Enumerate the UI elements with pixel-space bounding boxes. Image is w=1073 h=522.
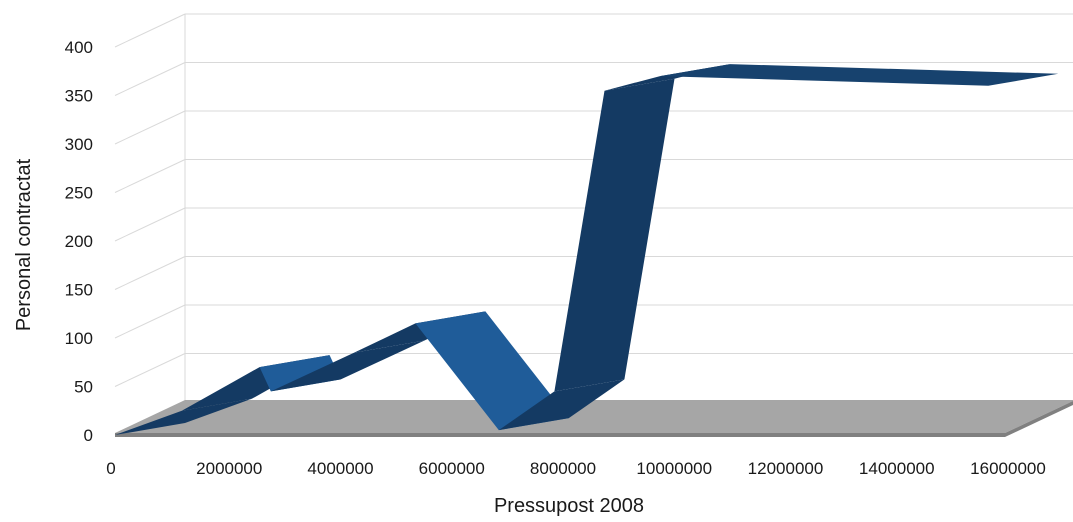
floor-front-edge (115, 433, 1005, 437)
y-axis-ticks: 0 50 100 150 200 250 300 350 400 (65, 38, 93, 445)
side-gridline (114, 110, 186, 145)
y-tick-label: 150 (65, 281, 93, 300)
side-gridline (114, 62, 186, 96)
y-tick-label: 50 (74, 378, 93, 397)
y-tick-label: 200 (65, 232, 93, 251)
ribbon-segment (115, 398, 252, 435)
y-axis-title: Personal contractat (13, 158, 35, 331)
x-axis-ticks: 0 2000000 4000000 6000000 8000000 10000000 120… (106, 459, 1046, 478)
side-gridline (114, 304, 186, 339)
ribbon-segment (498, 379, 625, 431)
x-tick-label: 4000000 (307, 459, 373, 478)
chart-floor (115, 400, 1073, 437)
ribbon-segment (415, 311, 569, 431)
x-axis-title: Pressupost 2008 (494, 495, 644, 517)
x-tick-label: 0 (106, 459, 115, 478)
y-tick-label: 400 (65, 38, 93, 57)
x-tick-label: 10000000 (636, 459, 712, 478)
data-ribbon (115, 64, 1059, 435)
y-tick-label: 0 (84, 426, 93, 445)
y-tick-label: 350 (65, 87, 93, 106)
ribbon-segment (270, 340, 425, 392)
floor-top (115, 400, 1073, 433)
x-tick-label: 2000000 (196, 459, 262, 478)
y-tick-label: 100 (65, 329, 93, 348)
side-gridline (114, 13, 186, 48)
floor-side-edge (1005, 400, 1073, 437)
side-gridline (114, 353, 186, 387)
side-gridline (114, 256, 186, 290)
ribbon-segment (660, 64, 1059, 86)
side-gridline (114, 159, 186, 193)
y-tick-label: 300 (65, 135, 93, 154)
ribbon-segment (554, 78, 675, 392)
x-tick-label: 16000000 (970, 459, 1046, 478)
x-tick-label: 14000000 (859, 459, 935, 478)
y-tick-label: 250 (65, 184, 93, 203)
side-gridline (114, 207, 186, 242)
x-tick-label: 12000000 (748, 459, 824, 478)
x-tick-label: 6000000 (419, 459, 485, 478)
x-tick-label: 8000000 (530, 459, 596, 478)
